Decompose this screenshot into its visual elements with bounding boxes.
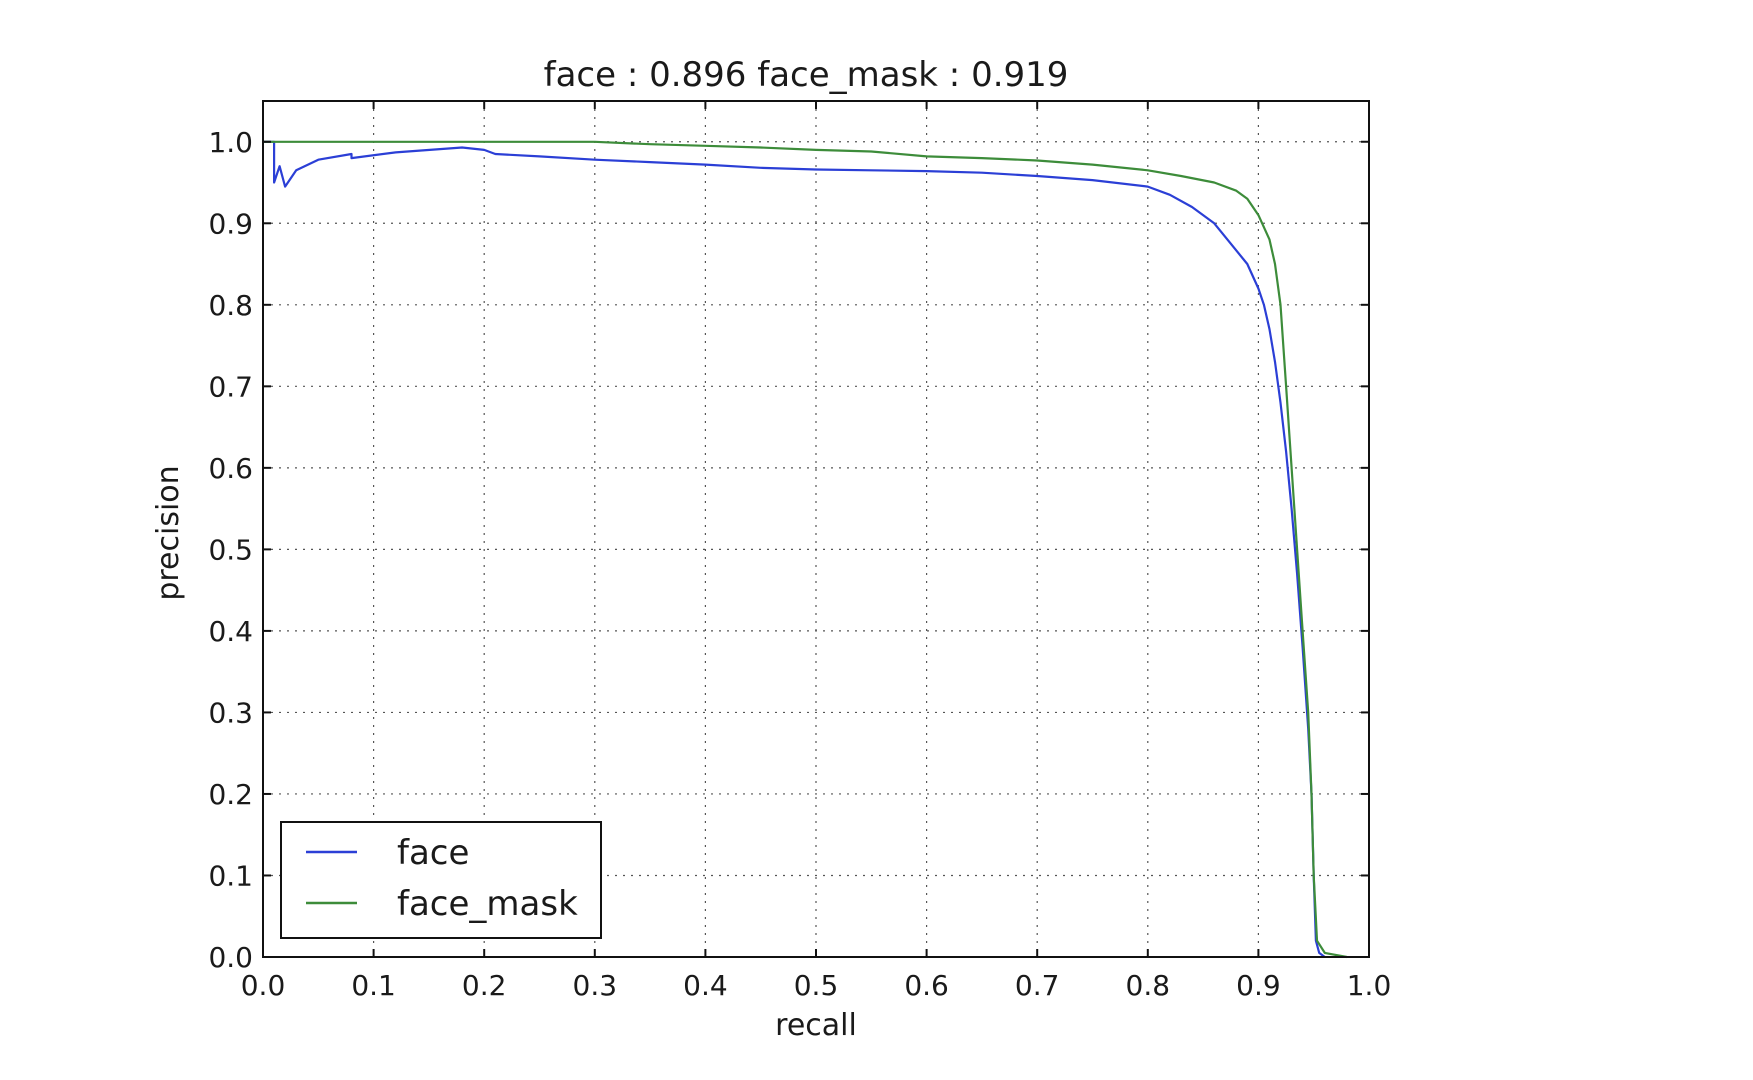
x-axis-title: recall bbox=[775, 1008, 857, 1043]
y-tick-label: 0.7 bbox=[208, 370, 253, 403]
y-tick-label: 0.5 bbox=[208, 533, 253, 566]
chart-title: face : 0.896 face_mask : 0.919 bbox=[544, 55, 1069, 95]
x-tick-label: 1.0 bbox=[1347, 969, 1392, 1002]
y-tick-label: 1.0 bbox=[208, 126, 253, 159]
x-tick-label: 0.1 bbox=[351, 969, 396, 1002]
legend-box bbox=[280, 821, 602, 939]
tick-layer: 0.0 0.1 0.2 0.3 0.4 0.5 0.6 0.7 0.8 0.9 1.0 0.0 0.1 0… bbox=[208, 101, 1391, 1002]
x-tick-label: 0.3 bbox=[573, 969, 618, 1002]
y-tick-label: 0.8 bbox=[208, 289, 253, 322]
y-tick-label: 0.9 bbox=[208, 207, 253, 240]
y-tick-label: 0.3 bbox=[208, 696, 253, 729]
y-tick-label: 0.0 bbox=[208, 941, 253, 974]
y-axis-title: precision bbox=[151, 465, 186, 600]
legend-items: face face_mask bbox=[306, 833, 578, 924]
series-layer bbox=[263, 140, 1348, 959]
x-tick-label: 0.6 bbox=[904, 969, 949, 1002]
legend-label: face_mask bbox=[397, 884, 578, 924]
x-tick-label: 0.2 bbox=[462, 969, 507, 1002]
y-tick-label: 0.1 bbox=[208, 859, 253, 892]
y-tick-label: 0.2 bbox=[208, 778, 253, 811]
series-line-face-mask bbox=[263, 140, 1348, 959]
x-tick-label: 0.4 bbox=[683, 969, 728, 1002]
x-tick-label: 0.8 bbox=[1126, 969, 1171, 1002]
y-tick-label: 0.6 bbox=[208, 452, 253, 485]
legend: face face_mask bbox=[280, 821, 602, 939]
x-tick-label: 0.9 bbox=[1236, 969, 1281, 1002]
x-tick-label: 0.5 bbox=[794, 969, 839, 1002]
y-tick-label: 0.4 bbox=[208, 615, 253, 648]
series-line-face bbox=[263, 140, 1326, 958]
legend-label: face bbox=[397, 833, 469, 873]
x-tick-label: 0.7 bbox=[1015, 969, 1060, 1002]
grid-layer bbox=[263, 101, 1369, 957]
x-tick-label: 0.0 bbox=[241, 969, 286, 1002]
